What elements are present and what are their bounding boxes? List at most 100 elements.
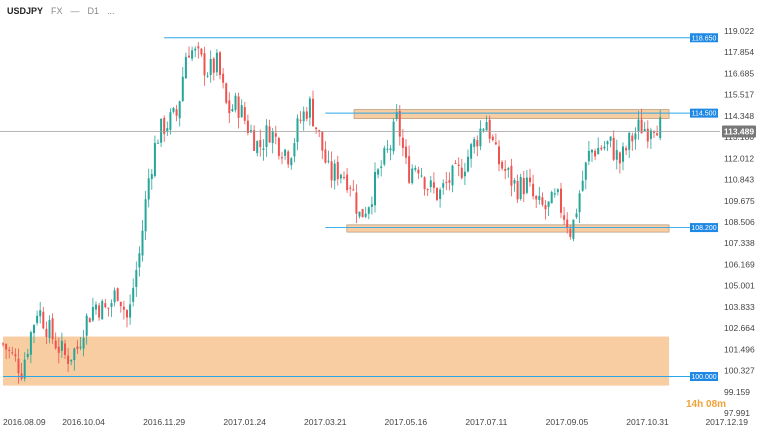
candle-body[interactable] bbox=[191, 50, 194, 59]
candle-body[interactable] bbox=[649, 130, 652, 139]
candle-body[interactable] bbox=[389, 148, 392, 151]
candle-body[interactable] bbox=[600, 147, 603, 150]
candle-body[interactable] bbox=[367, 207, 370, 214]
candle-body[interactable] bbox=[408, 156, 411, 183]
candle-body[interactable] bbox=[513, 180, 516, 184]
candle-body[interactable] bbox=[293, 143, 296, 157]
candle-body[interactable] bbox=[312, 98, 314, 127]
candle-body[interactable] bbox=[392, 121, 395, 152]
candle-body[interactable] bbox=[383, 148, 386, 165]
candle-body[interactable] bbox=[330, 161, 333, 181]
candle-body[interactable] bbox=[33, 325, 35, 333]
candle-body[interactable] bbox=[36, 315, 39, 323]
candle-body[interactable] bbox=[265, 125, 268, 147]
candle-body[interactable] bbox=[206, 75, 209, 77]
candle-body[interactable] bbox=[414, 167, 417, 170]
candle-body[interactable] bbox=[315, 127, 318, 130]
candle-body[interactable] bbox=[488, 119, 491, 139]
candle-body[interactable] bbox=[463, 171, 466, 177]
candle-body[interactable] bbox=[491, 136, 494, 141]
candle-body[interactable] bbox=[519, 176, 522, 199]
candle-body[interactable] bbox=[88, 318, 91, 323]
candle-body[interactable] bbox=[175, 109, 178, 116]
candle-body[interactable] bbox=[104, 303, 107, 308]
candle-body[interactable] bbox=[231, 109, 234, 112]
candle-body[interactable] bbox=[445, 181, 448, 183]
candle-body[interactable] bbox=[535, 196, 538, 200]
candle-body[interactable] bbox=[64, 343, 66, 355]
candle-body[interactable] bbox=[5, 344, 8, 350]
candle-body[interactable] bbox=[144, 199, 147, 232]
candle-body[interactable] bbox=[284, 149, 287, 156]
candle-body[interactable] bbox=[541, 197, 544, 205]
candle-body[interactable] bbox=[153, 142, 156, 176]
candle-body[interactable] bbox=[172, 107, 175, 112]
candle-body[interactable] bbox=[339, 174, 342, 179]
candle-body[interactable] bbox=[166, 128, 169, 132]
candle-body[interactable] bbox=[209, 59, 212, 75]
candle-body[interactable] bbox=[240, 105, 243, 118]
candle-body[interactable] bbox=[321, 131, 324, 151]
candle-body[interactable] bbox=[256, 141, 259, 154]
candle-body[interactable] bbox=[429, 180, 432, 188]
candle-body[interactable] bbox=[618, 152, 621, 164]
candle-body[interactable] bbox=[631, 135, 634, 142]
candle-body[interactable] bbox=[625, 148, 628, 151]
candle-body[interactable] bbox=[460, 167, 463, 179]
candle-body[interactable] bbox=[29, 332, 32, 355]
candle-body[interactable] bbox=[529, 177, 531, 183]
candle-body[interactable] bbox=[181, 76, 184, 101]
candle-body[interactable] bbox=[85, 315, 88, 336]
candle-body[interactable] bbox=[467, 156, 469, 172]
candle-body[interactable] bbox=[628, 132, 631, 150]
candle-body[interactable] bbox=[556, 189, 559, 192]
symbol-label[interactable]: USDJPY bbox=[7, 6, 44, 16]
candle-body[interactable] bbox=[79, 346, 82, 348]
candle-body[interactable] bbox=[23, 359, 26, 379]
candle-body[interactable] bbox=[228, 100, 231, 114]
candle-body[interactable] bbox=[584, 162, 587, 180]
candle-body[interactable] bbox=[141, 230, 144, 256]
candle-body[interactable] bbox=[287, 151, 290, 165]
candle-body[interactable] bbox=[361, 209, 364, 218]
candle-body[interactable] bbox=[364, 213, 367, 217]
candle-body[interactable] bbox=[398, 111, 401, 137]
candle-body[interactable] bbox=[8, 349, 11, 351]
candle-body[interactable] bbox=[259, 140, 262, 148]
candle-body[interactable] bbox=[135, 270, 138, 287]
candle-body[interactable] bbox=[597, 147, 600, 155]
candle-body[interactable] bbox=[417, 169, 420, 174]
candle-body[interactable] bbox=[504, 168, 507, 171]
candle-body[interactable] bbox=[603, 146, 606, 149]
candle-body[interactable] bbox=[634, 133, 637, 140]
candle-body[interactable] bbox=[525, 177, 528, 193]
candle-body[interactable] bbox=[194, 48, 197, 51]
candle-body[interactable] bbox=[82, 337, 85, 349]
candle-body[interactable] bbox=[51, 318, 54, 340]
candle-body[interactable] bbox=[262, 148, 265, 150]
candle-body[interactable] bbox=[73, 348, 76, 360]
candle-body[interactable] bbox=[222, 73, 225, 83]
candle-body[interactable] bbox=[302, 111, 305, 122]
candle-body[interactable] bbox=[67, 355, 70, 364]
candle-body[interactable] bbox=[318, 130, 321, 132]
candle-body[interactable] bbox=[563, 215, 566, 220]
candle-body[interactable] bbox=[640, 119, 643, 134]
candle-body[interactable] bbox=[129, 304, 132, 318]
candle-body[interactable] bbox=[163, 117, 166, 134]
candle-body[interactable] bbox=[160, 118, 163, 143]
candle-body[interactable] bbox=[296, 118, 299, 143]
candle-body[interactable] bbox=[550, 192, 553, 204]
candle-body[interactable] bbox=[178, 101, 181, 119]
candle-body[interactable] bbox=[612, 137, 615, 160]
candle-body[interactable] bbox=[454, 162, 457, 164]
candle-body[interactable] bbox=[308, 98, 311, 118]
timeframe-label[interactable]: D1 bbox=[87, 6, 100, 16]
candle-body[interactable] bbox=[271, 131, 274, 144]
zone-rect-1[interactable] bbox=[346, 224, 670, 233]
candle-body[interactable] bbox=[501, 161, 504, 169]
candle-body[interactable] bbox=[113, 290, 116, 303]
candle-body[interactable] bbox=[343, 176, 345, 178]
candle-body[interactable] bbox=[587, 150, 590, 162]
candle-body[interactable] bbox=[479, 128, 482, 147]
